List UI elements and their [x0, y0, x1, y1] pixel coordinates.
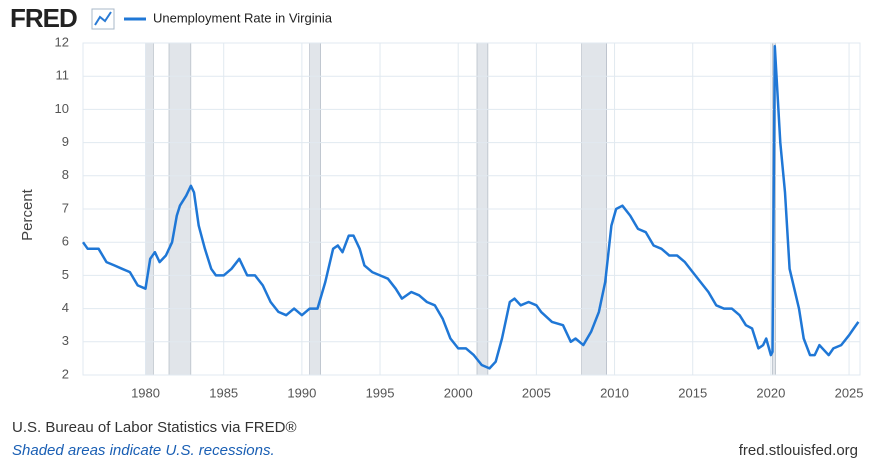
- y-tick-label: 9: [62, 134, 69, 149]
- url: fred.stlouisfed.org: [739, 442, 858, 459]
- x-tick-label: 2000: [444, 385, 473, 400]
- x-tick-label: 2025: [835, 385, 864, 400]
- x-tick-label: 1990: [287, 385, 316, 400]
- y-tick-label: 6: [62, 234, 69, 249]
- y-axis-label: Percent: [19, 188, 36, 241]
- y-tick-label: 3: [62, 333, 69, 348]
- x-tick-label: 2015: [678, 385, 707, 400]
- y-tick-label: 5: [62, 267, 69, 282]
- y-tick-label: 8: [62, 167, 69, 182]
- x-tick-label: 2020: [756, 385, 785, 400]
- x-tick-label: 1980: [131, 385, 160, 400]
- series-line: [81, 45, 860, 370]
- y-tick-label: 11: [56, 68, 70, 83]
- x-tick-label: 2010: [600, 385, 629, 400]
- x-tick-label: 1995: [366, 385, 395, 400]
- x-tick-label: 2005: [522, 385, 551, 400]
- logo: FRED: [10, 3, 77, 33]
- y-tick-label: 4: [62, 300, 69, 315]
- legend-label: Unemployment Rate in Virginia: [153, 10, 333, 25]
- source: U.S. Bureau of Labor Statistics via FRED…: [12, 419, 297, 436]
- y-tick-label: 7: [62, 200, 69, 215]
- recession-note: Shaded areas indicate U.S. recessions.: [12, 442, 275, 459]
- logo-icon: [91, 8, 115, 30]
- y-tick-label: 2: [62, 366, 69, 381]
- y-tick-label: 12: [55, 34, 69, 49]
- y-tick-label: 10: [55, 101, 69, 116]
- x-tick-label: 1985: [209, 385, 238, 400]
